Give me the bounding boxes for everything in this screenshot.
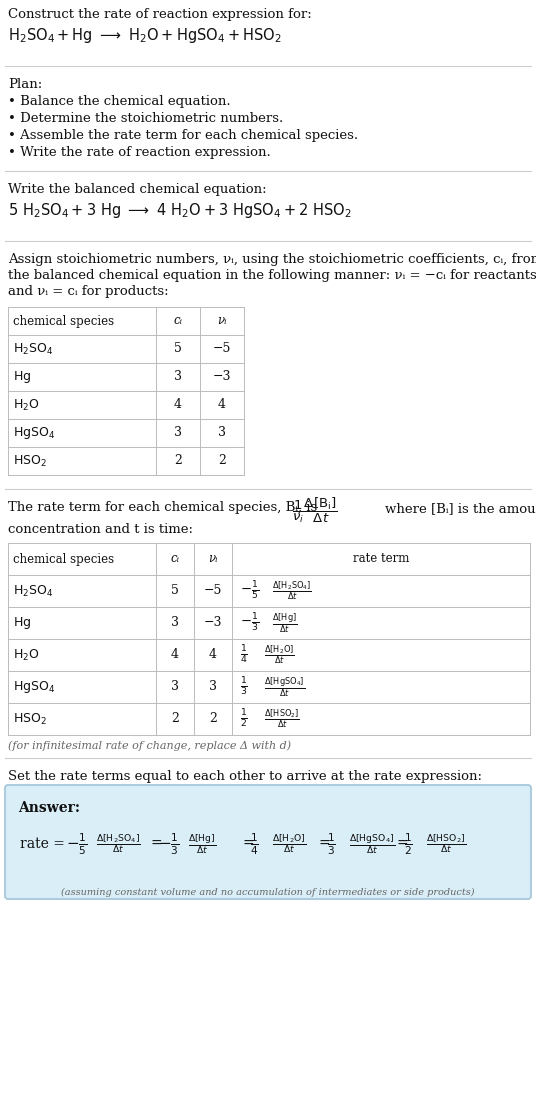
Text: where [Bᵢ] is the amount: where [Bᵢ] is the amount bbox=[385, 502, 536, 515]
Text: νᵢ: νᵢ bbox=[217, 315, 227, 328]
Text: =: = bbox=[396, 837, 407, 851]
Text: $\mathrm{HSO_2}$: $\mathrm{HSO_2}$ bbox=[13, 712, 47, 727]
Text: $-\frac{1}{5}$: $-\frac{1}{5}$ bbox=[66, 832, 87, 857]
Text: $\frac{1}{3}$: $\frac{1}{3}$ bbox=[240, 675, 248, 698]
Text: $\mathrm{H_2O}$: $\mathrm{H_2O}$ bbox=[13, 648, 40, 662]
Text: $\mathrm{Hg}$: $\mathrm{Hg}$ bbox=[13, 368, 31, 385]
Text: −3: −3 bbox=[204, 616, 222, 629]
Text: • Assemble the rate term for each chemical species.: • Assemble the rate term for each chemic… bbox=[8, 129, 358, 142]
Text: $\mathrm{H_2SO_4}$: $\mathrm{H_2SO_4}$ bbox=[13, 583, 53, 598]
Text: chemical species: chemical species bbox=[13, 315, 114, 328]
Text: 2: 2 bbox=[209, 713, 217, 726]
Text: $\frac{1}{2}$: $\frac{1}{2}$ bbox=[240, 708, 248, 730]
Text: $\mathrm{H_2SO_4 + Hg\ \longrightarrow\ H_2O + HgSO_4 + HSO_2}$: $\mathrm{H_2SO_4 + Hg\ \longrightarrow\ … bbox=[8, 26, 281, 45]
Text: Write the balanced chemical equation:: Write the balanced chemical equation: bbox=[8, 183, 266, 196]
Text: Plan:: Plan: bbox=[8, 78, 42, 91]
Text: 5: 5 bbox=[174, 342, 182, 355]
Text: the balanced chemical equation in the following manner: νᵢ = −cᵢ for reactants: the balanced chemical equation in the fo… bbox=[8, 270, 536, 282]
Text: $\frac{\Delta[\mathrm{Hg}]}{\Delta t}$: $\frac{\Delta[\mathrm{Hg}]}{\Delta t}$ bbox=[272, 612, 297, 635]
Text: $\frac{\Delta[\mathrm{HgSO_4}]}{\Delta t}$: $\frac{\Delta[\mathrm{HgSO_4}]}{\Delta t… bbox=[349, 833, 395, 856]
Text: cᵢ: cᵢ bbox=[174, 315, 182, 328]
Text: =: = bbox=[242, 837, 254, 851]
Text: (assuming constant volume and no accumulation of intermediates or side products): (assuming constant volume and no accumul… bbox=[61, 888, 475, 898]
Text: chemical species: chemical species bbox=[13, 552, 114, 565]
Text: $\dfrac{1}{\nu_i}\dfrac{\Delta[\mathrm{B_i}]}{\Delta t}$: $\dfrac{1}{\nu_i}\dfrac{\Delta[\mathrm{B… bbox=[292, 495, 338, 525]
Text: $\frac{1}{3}$: $\frac{1}{3}$ bbox=[327, 832, 336, 857]
Text: $\mathrm{HgSO_4}$: $\mathrm{HgSO_4}$ bbox=[13, 425, 55, 441]
Text: −5: −5 bbox=[213, 342, 231, 355]
Text: Answer:: Answer: bbox=[18, 801, 80, 815]
Text: cᵢ: cᵢ bbox=[170, 552, 180, 565]
Text: $\frac{1}{2}$: $\frac{1}{2}$ bbox=[404, 832, 413, 857]
Text: 5: 5 bbox=[171, 584, 179, 597]
Text: $\frac{\Delta[\mathrm{Hg}]}{\Delta t}$: $\frac{\Delta[\mathrm{Hg}]}{\Delta t}$ bbox=[188, 833, 217, 856]
Text: 4: 4 bbox=[174, 398, 182, 411]
Text: $-\frac{1}{5}$: $-\frac{1}{5}$ bbox=[240, 580, 259, 602]
Text: $\mathrm{HgSO_4}$: $\mathrm{HgSO_4}$ bbox=[13, 679, 55, 695]
Text: 2: 2 bbox=[218, 454, 226, 467]
Text: Assign stoichiometric numbers, νᵢ, using the stoichiometric coefficients, cᵢ, fr: Assign stoichiometric numbers, νᵢ, using… bbox=[8, 253, 536, 266]
Text: $\frac{\Delta[\mathrm{H_2O}]}{\Delta t}$: $\frac{\Delta[\mathrm{H_2O}]}{\Delta t}$ bbox=[264, 644, 295, 667]
Text: $\frac{\Delta[\mathrm{H_2SO_4}]}{\Delta t}$: $\frac{\Delta[\mathrm{H_2SO_4}]}{\Delta … bbox=[272, 580, 312, 602]
Text: $-\frac{1}{3}$: $-\frac{1}{3}$ bbox=[158, 832, 180, 857]
Text: 4: 4 bbox=[171, 649, 179, 661]
Text: νᵢ: νᵢ bbox=[209, 552, 218, 565]
FancyBboxPatch shape bbox=[5, 785, 531, 899]
Text: =: = bbox=[319, 837, 331, 851]
Text: $\mathrm{H_2O}$: $\mathrm{H_2O}$ bbox=[13, 397, 40, 412]
Text: 2: 2 bbox=[171, 713, 179, 726]
Text: $\frac{\Delta[\mathrm{H_2SO_4}]}{\Delta t}$: $\frac{\Delta[\mathrm{H_2SO_4}]}{\Delta … bbox=[96, 833, 140, 856]
Text: concentration and t is time:: concentration and t is time: bbox=[8, 522, 193, 536]
Text: −5: −5 bbox=[204, 584, 222, 597]
Text: 3: 3 bbox=[171, 681, 179, 693]
Text: $\frac{1}{4}$: $\frac{1}{4}$ bbox=[240, 644, 248, 667]
Text: $\mathrm{5\ H_2SO_4 + 3\ Hg\ \longrightarrow\ 4\ H_2O + 3\ HgSO_4 + 2\ HSO_2}$: $\mathrm{5\ H_2SO_4 + 3\ Hg\ \longrighta… bbox=[8, 201, 352, 220]
Text: =: = bbox=[150, 837, 162, 851]
Text: (for infinitesimal rate of change, replace Δ with d): (for infinitesimal rate of change, repla… bbox=[8, 740, 291, 750]
Text: rate term: rate term bbox=[353, 552, 409, 565]
Text: 3: 3 bbox=[218, 427, 226, 440]
Text: • Determine the stoichiometric numbers.: • Determine the stoichiometric numbers. bbox=[8, 112, 283, 125]
Text: Construct the rate of reaction expression for:: Construct the rate of reaction expressio… bbox=[8, 8, 312, 21]
Text: 3: 3 bbox=[171, 616, 179, 629]
Text: 4: 4 bbox=[218, 398, 226, 411]
Text: 3: 3 bbox=[174, 427, 182, 440]
Text: −3: −3 bbox=[213, 371, 231, 384]
Text: $\mathrm{Hg}$: $\mathrm{Hg}$ bbox=[13, 615, 31, 631]
Text: • Write the rate of reaction expression.: • Write the rate of reaction expression. bbox=[8, 146, 271, 160]
Text: rate =: rate = bbox=[20, 837, 65, 851]
Text: $\frac{1}{4}$: $\frac{1}{4}$ bbox=[250, 832, 259, 857]
Text: 3: 3 bbox=[209, 681, 217, 693]
Text: $\frac{\Delta[\mathrm{HSO_2}]}{\Delta t}$: $\frac{\Delta[\mathrm{HSO_2}]}{\Delta t}… bbox=[426, 833, 466, 856]
Text: $\frac{\Delta[\mathrm{HgSO_4}]}{\Delta t}$: $\frac{\Delta[\mathrm{HgSO_4}]}{\Delta t… bbox=[264, 675, 305, 698]
Text: $-\frac{1}{3}$: $-\frac{1}{3}$ bbox=[240, 612, 259, 634]
Text: $\frac{\Delta[\mathrm{HSO_2}]}{\Delta t}$: $\frac{\Delta[\mathrm{HSO_2}]}{\Delta t}… bbox=[264, 707, 300, 730]
Text: The rate term for each chemical species, Bᵢ, is: The rate term for each chemical species,… bbox=[8, 500, 317, 514]
Text: $\mathrm{HSO_2}$: $\mathrm{HSO_2}$ bbox=[13, 453, 47, 469]
Text: 4: 4 bbox=[209, 649, 217, 661]
Text: $\frac{\Delta[\mathrm{H_2O}]}{\Delta t}$: $\frac{\Delta[\mathrm{H_2O}]}{\Delta t}$ bbox=[272, 833, 306, 856]
Text: and νᵢ = cᵢ for products:: and νᵢ = cᵢ for products: bbox=[8, 285, 169, 298]
Text: 3: 3 bbox=[174, 371, 182, 384]
Text: Set the rate terms equal to each other to arrive at the rate expression:: Set the rate terms equal to each other t… bbox=[8, 770, 482, 783]
Text: • Balance the chemical equation.: • Balance the chemical equation. bbox=[8, 95, 230, 108]
Text: $\mathrm{H_2SO_4}$: $\mathrm{H_2SO_4}$ bbox=[13, 341, 53, 356]
Text: 2: 2 bbox=[174, 454, 182, 467]
